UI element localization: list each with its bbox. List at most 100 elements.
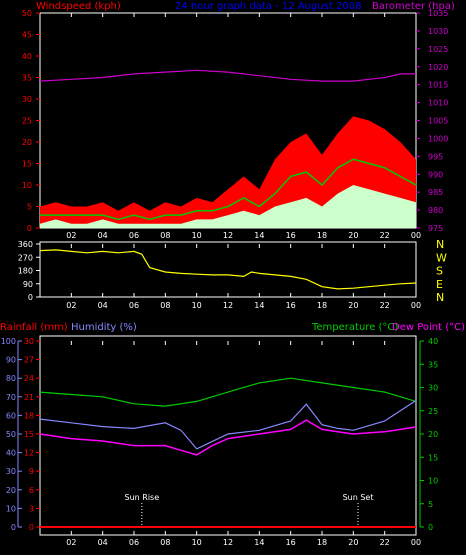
direction-xtick-label: 20: [348, 301, 358, 310]
windspeed-ytick-label: 30: [22, 95, 32, 104]
humidity-ytick-label: 80: [6, 374, 16, 383]
temp-xtick-label: 14: [254, 538, 264, 547]
direction-xtick-label: 22: [380, 301, 390, 310]
temp-chart: 0102030405060708090100036912151821242730…: [1, 337, 438, 547]
barometer-ytick-label: 1020: [428, 63, 448, 72]
windspeed-ytick-label: 0: [27, 224, 32, 233]
temp-xtick-label: 16: [286, 538, 296, 547]
barometer-ytick-label: 995: [428, 152, 443, 161]
windspeed-ytick-label: 45: [22, 31, 32, 40]
windspeed-ytick-label: 40: [22, 52, 32, 61]
direction-xtick-label: 14: [254, 301, 264, 310]
barometer-axis-title: Barometer (hpa): [372, 1, 455, 12]
wind-xtick-label: 04: [98, 231, 108, 240]
dewpoint-axis-title: Dew Point (°C): [392, 322, 465, 333]
temperature-ytick-label: 0: [428, 523, 433, 532]
temperature-line: [39, 377, 417, 407]
wind-xtick-label: 08: [160, 231, 170, 240]
temp-xtick-label: 02: [66, 538, 76, 547]
compass-label: S: [436, 265, 443, 278]
temperature-ytick-label: 20: [428, 430, 438, 439]
temperature-ytick-label: 30: [428, 384, 438, 393]
wind-average-line: [40, 158, 417, 221]
temp-xtick-label: 10: [192, 538, 202, 547]
temp-xtick-label: 22: [380, 538, 390, 547]
temp-xtick-label: 00: [411, 538, 421, 547]
direction-xtick-label: 00: [411, 301, 421, 310]
temp-xtick-label: 18: [317, 538, 327, 547]
humidity-ytick-label: 100: [1, 337, 16, 346]
wind-low-area: [40, 185, 416, 228]
direction-xtick-label: 18: [317, 301, 327, 310]
wind-xtick-label: 06: [129, 231, 139, 240]
windspeed-ytick-label: 15: [22, 160, 32, 169]
direction-ytick-label: 270: [18, 253, 33, 262]
rain-ytick-label: 15: [24, 430, 34, 439]
windspeed-ytick-label: 25: [22, 117, 32, 126]
humidity-ytick-label: 50: [6, 430, 16, 439]
humidity-ytick-label: 10: [6, 504, 16, 513]
humidity-ytick-label: 60: [6, 411, 16, 420]
barometer-ytick-label: 975: [428, 224, 443, 233]
direction-ytick-label: 360: [18, 240, 33, 249]
temp-xtick-label: 20: [348, 538, 358, 547]
graph-title: 24 hour graph data - 12 August 2008: [175, 1, 361, 12]
wind-gust-area: [40, 116, 416, 228]
temperature-axis-title: Temperature (°C): [311, 322, 398, 333]
sun-marker-label: Sun Rise: [125, 493, 160, 502]
humidity-ytick-label: 40: [6, 449, 16, 458]
rain-ytick-label: 3: [29, 504, 34, 513]
barometer-ytick-label: 1010: [428, 99, 448, 108]
direction-xtick-label: 06: [129, 301, 139, 310]
wind-xtick-label: 14: [254, 231, 264, 240]
direction-ytick-label: 180: [18, 267, 33, 276]
barometer-ytick-label: 1005: [428, 117, 448, 126]
windspeed-axis-title: Windspeed (kph): [36, 1, 121, 12]
wind-xtick-label: 16: [286, 231, 296, 240]
wind-xtick-label: 10: [192, 231, 202, 240]
wind-xtick-label: 20: [348, 231, 358, 240]
wind-xtick-label: 02: [66, 231, 76, 240]
temp-panel-frame: [39, 335, 417, 536]
temp-xtick-label: 04: [98, 538, 108, 547]
barometer-ytick-label: 1000: [428, 134, 448, 143]
compass-label: E: [436, 278, 443, 291]
direction-xtick-label: 04: [98, 301, 108, 310]
windspeed-ytick-label: 50: [22, 9, 32, 18]
wind-chart: 0 5 10 15 20 25 30 35 40 45 50 975 980 985 990 995 1000 1…: [22, 9, 449, 240]
rain-ytick-label: 12: [24, 449, 34, 458]
humidity-ytick-label: 30: [6, 467, 16, 476]
temperature-ytick-label: 40: [428, 337, 438, 346]
sun-marker-label: Sun Set: [343, 493, 374, 502]
direction-xtick-label: 16: [286, 301, 296, 310]
rain-ytick-label: 9: [29, 467, 34, 476]
wind-xtick-label: 12: [223, 231, 233, 240]
wind-direction-line: [39, 249, 417, 290]
rain-ytick-label: 0: [29, 523, 34, 532]
dewpoint-line: [39, 419, 417, 456]
barometer-ytick-label: 985: [428, 188, 443, 197]
humidity-line: [39, 399, 417, 450]
barometer-ytick-label: 980: [428, 206, 443, 215]
direction-xtick-label: 08: [160, 301, 170, 310]
windspeed-ytick-label: 35: [22, 74, 32, 83]
compass-label: N: [436, 238, 444, 251]
temperature-ytick-label: 25: [428, 407, 438, 416]
rain-ytick-label: 18: [24, 411, 34, 420]
wind-xtick-label: 18: [317, 231, 327, 240]
barometer-line: [39, 69, 416, 82]
rain-ytick-label: 24: [24, 374, 34, 383]
rain-ytick-label: 27: [24, 356, 34, 365]
direction-xtick-label: 12: [223, 301, 233, 310]
windspeed-ytick-label: 20: [22, 138, 32, 147]
direction-ytick-label: 90: [23, 280, 33, 289]
temperature-ytick-label: 15: [428, 453, 438, 462]
temp-xtick-label: 08: [160, 538, 170, 547]
rain-ytick-label: 30: [24, 337, 34, 346]
barometer-ytick-label: 990: [428, 170, 443, 179]
direction-xtick-label: 02: [66, 301, 76, 310]
windspeed-ytick-label: 5: [27, 203, 32, 212]
compass-label: W: [436, 251, 447, 264]
